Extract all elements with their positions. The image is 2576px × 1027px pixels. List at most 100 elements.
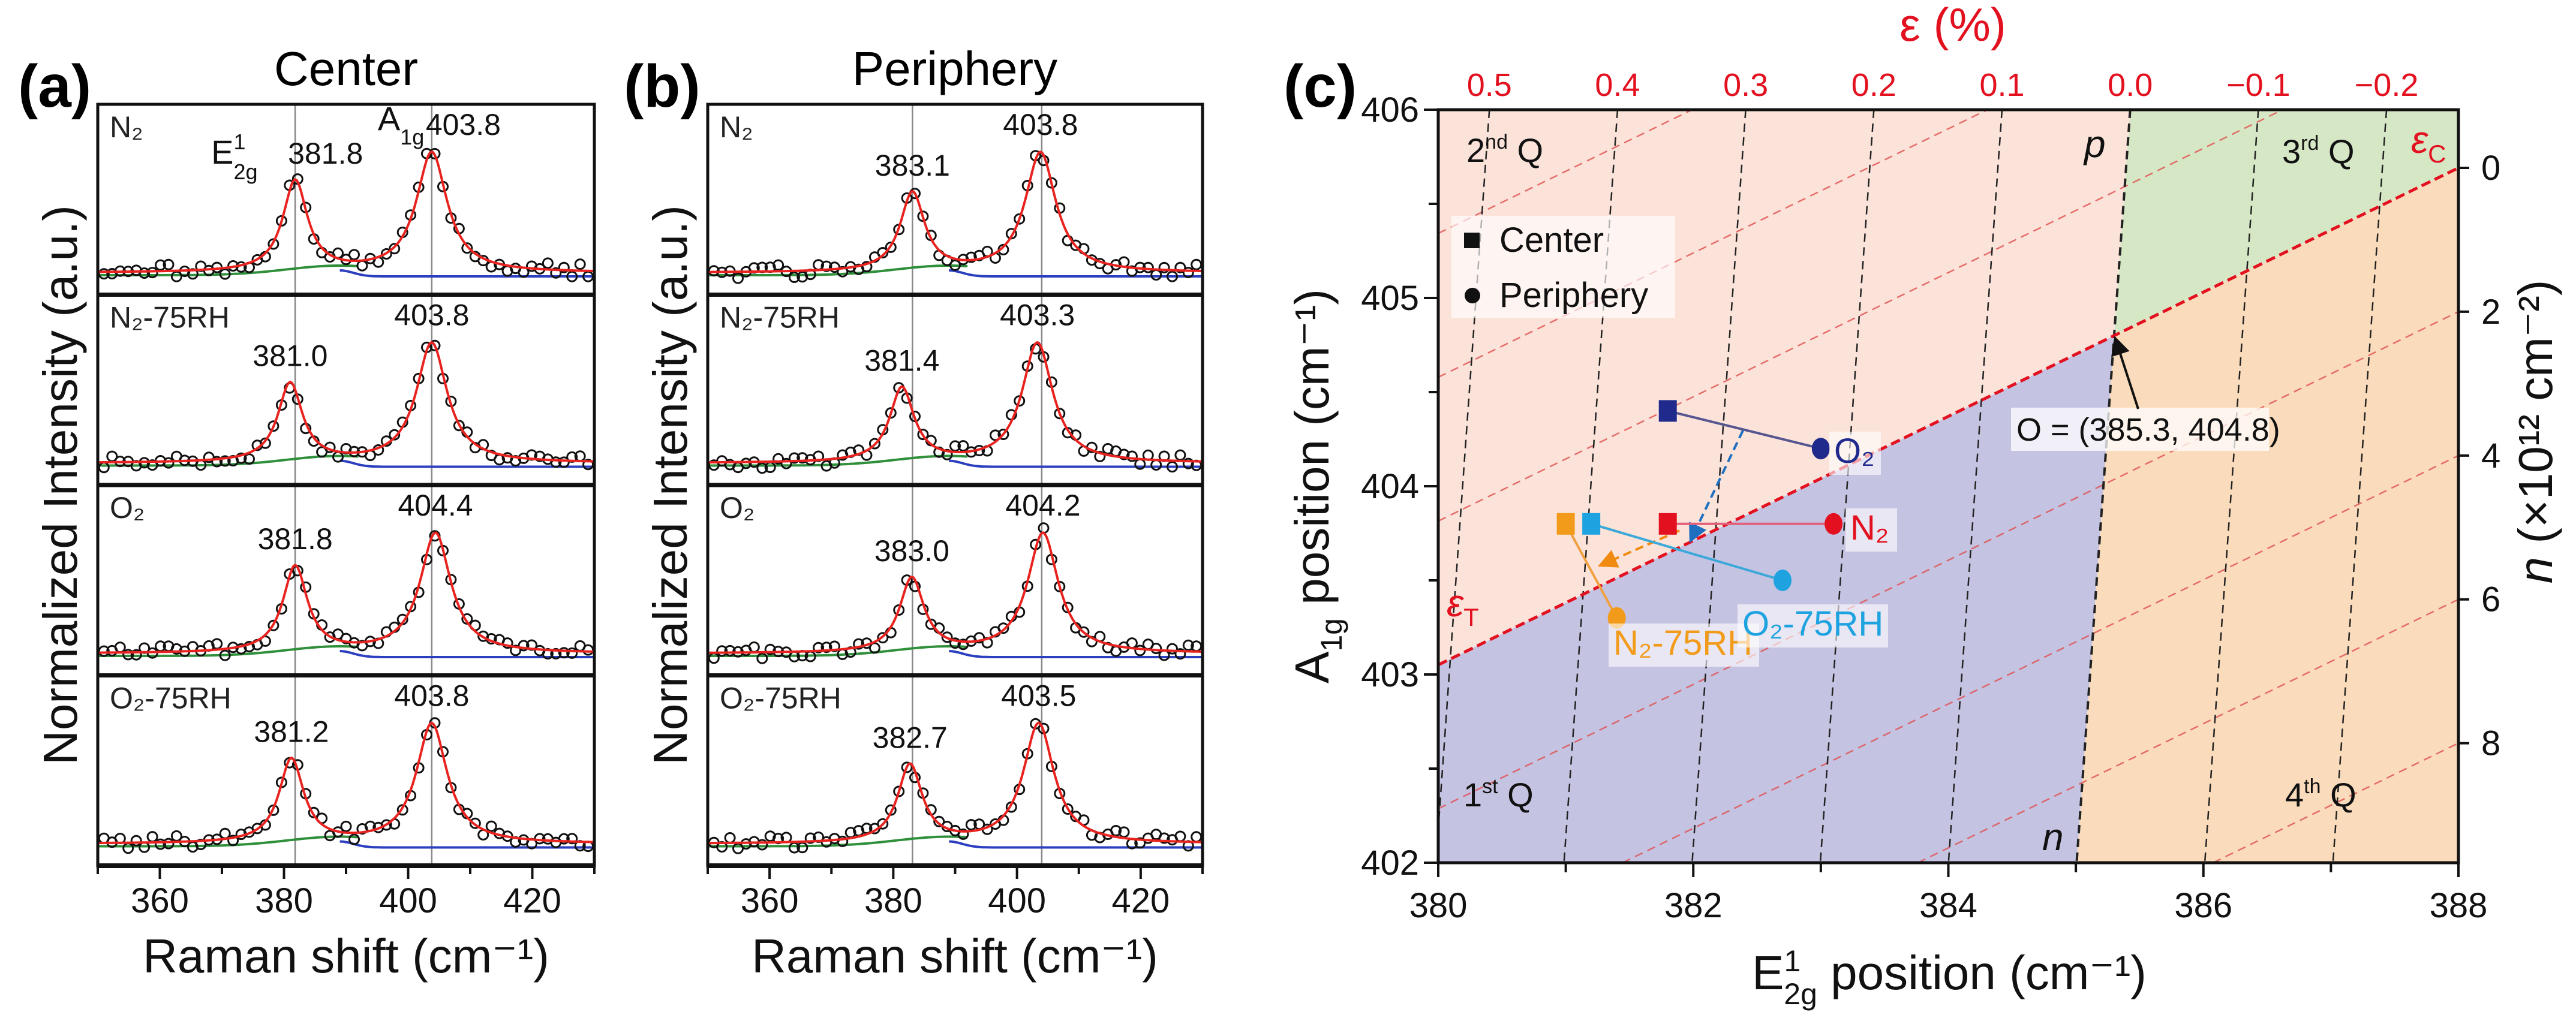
peak-label-e2g: 381.4 — [864, 344, 939, 378]
top-tick-label: 0.3 — [1723, 67, 1768, 103]
top-axis-label: ε (%) — [1899, 0, 2006, 51]
quadrant-label: 3rd Q — [2282, 132, 2355, 170]
panel-label-a: (a) — [18, 53, 91, 120]
peak-label-e2g: 381.2 — [254, 715, 329, 749]
series-label: N₂-75RH — [1613, 624, 1753, 662]
sample-label: N₂-75RH — [720, 301, 840, 335]
legend-square-marker — [1464, 233, 1480, 248]
data-point — [724, 832, 736, 844]
quadrant-num: 2 — [1466, 131, 1485, 169]
data-point — [139, 267, 151, 279]
data-point — [163, 838, 175, 850]
legend-circle-marker — [1465, 288, 1480, 303]
data-point — [582, 644, 594, 656]
center-point — [1582, 513, 1601, 535]
fit-curve — [97, 721, 595, 845]
data-point — [837, 266, 849, 278]
iso-doping-line — [1438, 110, 1988, 378]
data-point — [146, 831, 158, 843]
data-point — [1167, 643, 1178, 655]
data-point — [1126, 637, 1138, 649]
fit-curve — [98, 341, 595, 464]
center-point — [1556, 513, 1575, 535]
series-4: O₂-75RH — [1582, 513, 1888, 647]
series-connector — [1564, 523, 1618, 619]
fit-component-a1g — [949, 269, 1203, 278]
data-point — [380, 248, 392, 260]
data-point — [1014, 213, 1026, 225]
peak-label-a1g: 403.3 — [1000, 299, 1075, 332]
data-point — [122, 842, 134, 854]
x-tick-label: 384 — [1919, 886, 1977, 925]
data-point — [901, 761, 913, 773]
data-point — [868, 438, 880, 450]
data-point — [837, 835, 849, 847]
data-point — [949, 259, 961, 271]
sample-label: O₂ — [110, 491, 145, 525]
data-point — [1094, 450, 1106, 462]
data-point — [885, 241, 897, 253]
fit-curve — [98, 150, 594, 273]
data-point — [1167, 270, 1178, 282]
quadrant-num: 3 — [2282, 132, 2301, 170]
y-tick-label: 402 — [1361, 844, 1419, 883]
legend-label: Center — [1499, 221, 1604, 260]
p-type-label: p — [2083, 122, 2106, 165]
iso-strain-line — [1691, 110, 1747, 863]
data-point — [98, 462, 110, 474]
data-point — [380, 819, 392, 831]
data-point — [965, 819, 977, 831]
data-point — [820, 260, 832, 272]
data-point — [917, 429, 929, 441]
data-point — [219, 649, 231, 661]
series-2: N₂ — [1658, 508, 1897, 552]
sample-label: N₂ — [720, 110, 753, 144]
x-tick-label: 400 — [988, 881, 1046, 920]
data-point — [348, 833, 360, 845]
data-point — [389, 429, 401, 441]
data-point — [485, 820, 497, 832]
data-point — [853, 638, 865, 650]
quadrant-num: 1 — [1463, 776, 1482, 814]
data-point — [542, 257, 554, 269]
right-tick-label: 8 — [2481, 724, 2500, 763]
panel-title-a: Center — [274, 42, 418, 95]
data-point — [716, 645, 728, 657]
data-point — [1174, 648, 1186, 660]
iso-strain-line — [2332, 110, 2388, 863]
spectrum-1: N₂ 383.1 403.8 — [708, 108, 1203, 284]
spectrum-2: N₂-75RH 381.0 403.8 — [98, 299, 595, 474]
shift-arrow-n2-75rh — [1598, 529, 1680, 568]
fit-component-a1g — [339, 269, 594, 278]
sample-label: N₂-75RH — [110, 301, 230, 335]
data-point — [957, 828, 969, 840]
panel-label-c: (c) — [1284, 53, 1357, 120]
fit-component-e2g — [98, 264, 359, 276]
mode-sub: 2g — [234, 159, 258, 184]
data-point — [461, 242, 473, 254]
fit-curve — [708, 531, 1203, 654]
label-sub: T — [1463, 603, 1479, 631]
ylabel-a: Normalized Intensity (a.u.) — [34, 205, 87, 765]
x-tick-label: 360 — [131, 881, 189, 920]
data-point — [990, 429, 1001, 441]
data-point — [732, 272, 744, 284]
data-point — [1158, 261, 1170, 273]
quadrant-q: Q — [2321, 776, 2356, 814]
data-point — [219, 455, 231, 467]
label-sub: C — [2428, 140, 2446, 168]
tensile-line-label: εT — [1447, 582, 1479, 631]
zero-strain-line — [2075, 110, 2132, 863]
data-point — [877, 818, 889, 830]
quadrant-sup: th — [2304, 775, 2320, 798]
data-point — [219, 268, 231, 280]
data-point — [227, 835, 239, 847]
right-tick-label: 2 — [2481, 293, 2500, 332]
data-point — [1110, 825, 1122, 836]
xlabel-a: Raman shift (cm⁻¹) — [143, 929, 549, 983]
shift-arrow-o2 — [1689, 430, 1744, 543]
iso-doping-line — [1438, 110, 1693, 234]
region-4th-quadrant — [2076, 168, 2458, 863]
series-label: O₂ — [1834, 432, 1875, 471]
series-connector — [1667, 409, 1821, 450]
